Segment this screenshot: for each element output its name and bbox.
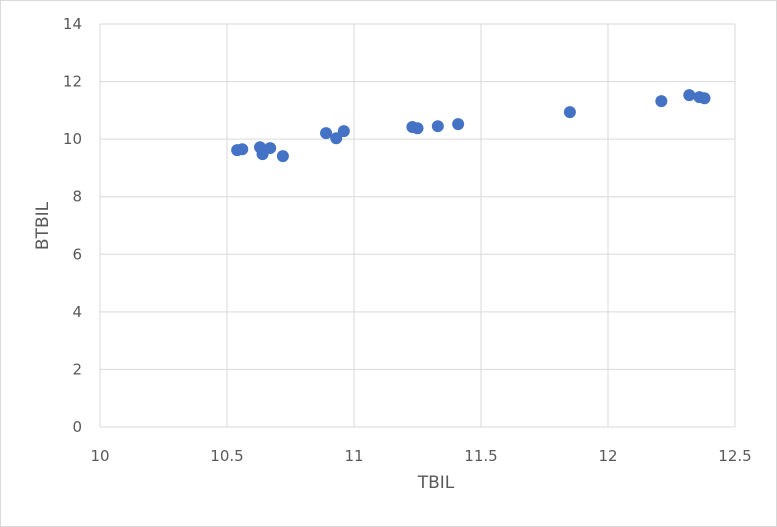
data-points (231, 89, 711, 163)
y-tick-label: 8 (72, 188, 82, 206)
x-axis-label: TBIL (417, 473, 455, 493)
data-point (563, 106, 576, 119)
x-tick-label: 10 (90, 447, 109, 465)
y-tick-label: 10 (63, 130, 82, 148)
data-point (683, 89, 696, 102)
data-point (276, 150, 289, 163)
y-tick-label: 14 (63, 15, 82, 33)
y-tick-label: 0 (72, 418, 82, 436)
y-tick-label: 4 (72, 303, 82, 321)
x-axis-ticks: 10 10.5 11 11.5 12 12.5 (90, 447, 751, 465)
y-axis-ticks: 0 2 4 6 8 10 12 14 (63, 15, 82, 436)
x-tick-label: 10.5 (210, 447, 243, 465)
data-point (411, 122, 424, 135)
x-tick-label: 11.5 (464, 447, 497, 465)
y-tick-label: 2 (72, 360, 82, 378)
data-point (330, 132, 343, 145)
y-tick-label: 12 (63, 73, 82, 91)
data-point (337, 125, 350, 138)
data-point (655, 95, 668, 108)
data-point (431, 120, 444, 133)
data-point (236, 143, 249, 156)
data-point (452, 118, 465, 131)
gridlines (99, 23, 736, 428)
data-point (320, 127, 333, 140)
x-tick-label: 12.5 (718, 447, 751, 465)
data-point (698, 92, 711, 105)
y-tick-label: 6 (72, 245, 82, 263)
data-point (264, 142, 277, 155)
x-tick-label: 12 (598, 447, 617, 465)
x-tick-label: 11 (344, 447, 363, 465)
y-axis-label: BTBIL (33, 201, 53, 250)
